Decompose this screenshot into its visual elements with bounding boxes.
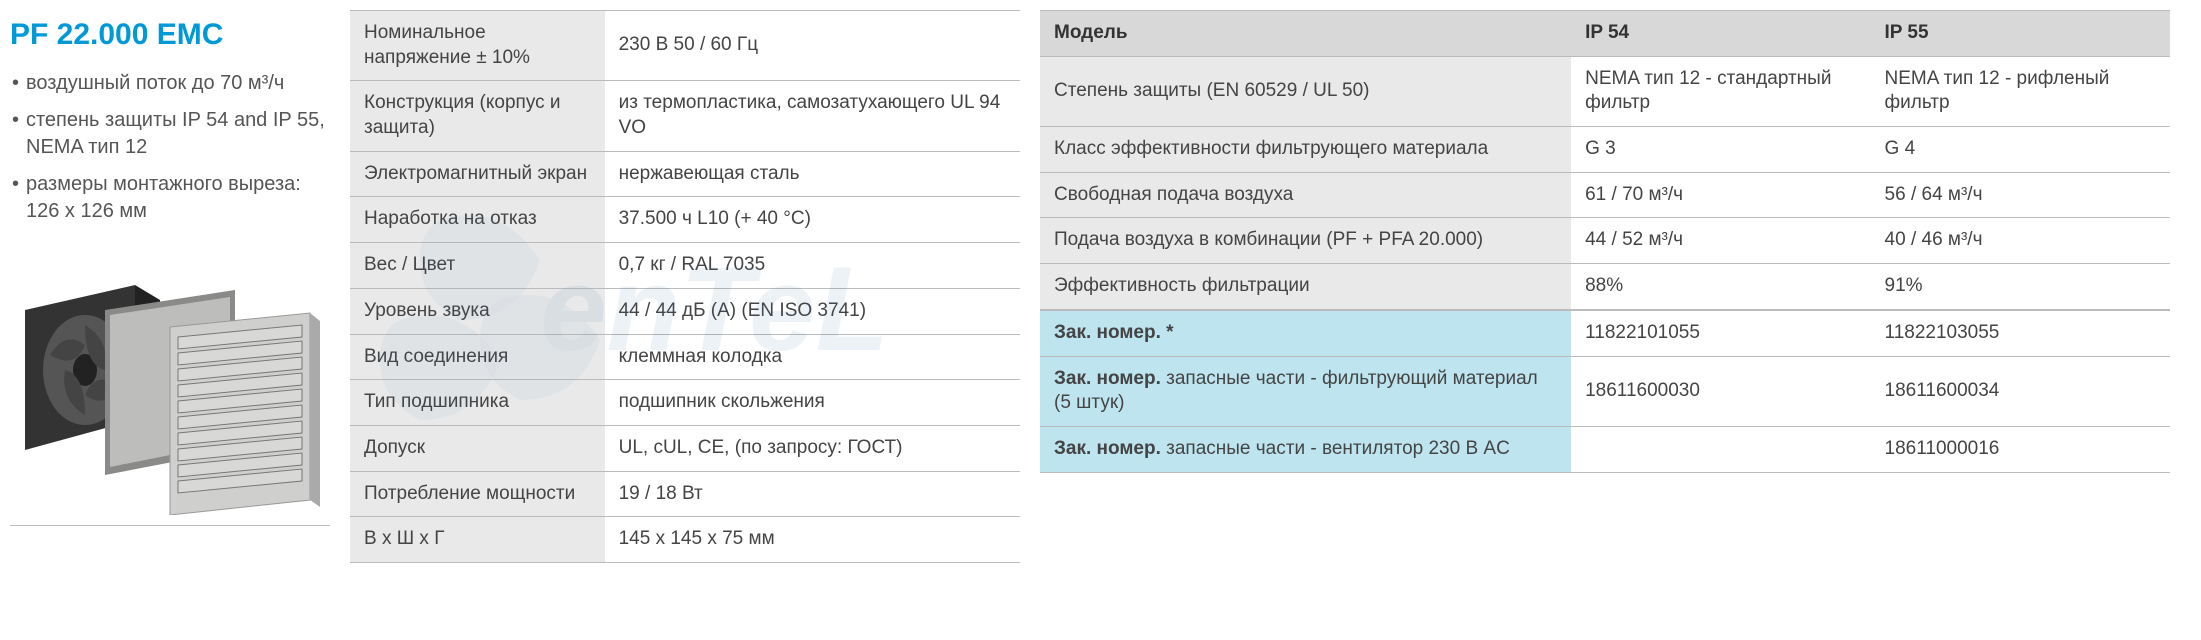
row-label: Класс эффективности фильтрующего материа… — [1040, 127, 1571, 173]
header-ip55: IP 55 — [1871, 11, 2170, 57]
table-row: В x Ш x Г145 x 145 x 75 мм — [350, 517, 1020, 563]
spec-value: 37.500 ч L10 (+ 40 °C) — [605, 197, 1020, 243]
product-title: PF 22.000 EMC — [10, 18, 330, 52]
spec-label: Электромагнитный экран — [350, 151, 605, 197]
table-row: Потребление мощности19 / 18 Вт — [350, 471, 1020, 517]
table-row: Наработка на отказ37.500 ч L10 (+ 40 °C) — [350, 197, 1020, 243]
row-label: Свободная подача воздуха — [1040, 172, 1571, 218]
row-ip54: G 3 — [1571, 127, 1870, 173]
spec-label: Вид соединения — [350, 334, 605, 380]
spec-value: UL, cUL, CE, (по запросу: ГОСТ) — [605, 425, 1020, 471]
spec-label: Номинальное напряжение ± 10% — [350, 11, 605, 81]
order-ip54: 18611600030 — [1571, 356, 1870, 426]
row-label: Степень защиты (EN 60529 / UL 50) — [1040, 56, 1571, 126]
table-row: Электромагнитный экраннержавеющая сталь — [350, 151, 1020, 197]
specs-table-container: Номинальное напряжение ± 10%230 В 50 / 6… — [350, 10, 1020, 630]
specs-table: Номинальное напряжение ± 10%230 В 50 / 6… — [350, 10, 1020, 563]
row-ip55: 91% — [1871, 264, 2170, 310]
spec-label: Конструкция (корпус и защита) — [350, 81, 605, 151]
table-row: Уровень звука44 / 44 дБ (A) (EN ISO 3741… — [350, 288, 1020, 334]
bullet-item: воздушный поток до 70 м³/ч — [12, 70, 330, 97]
spec-value: 145 x 145 x 75 мм — [605, 517, 1020, 563]
spec-label: Допуск — [350, 425, 605, 471]
spec-value: 44 / 44 дБ (A) (EN ISO 3741) — [605, 288, 1020, 334]
order-label: Зак. номер. запасные части - вентилятор … — [1040, 426, 1571, 472]
row-ip55: G 4 — [1871, 127, 2170, 173]
row-ip55: NEMA тип 12 - рифленый фильтр — [1871, 56, 2170, 126]
order-row: Зак. номер. * 11822101055 11822103055 — [1040, 310, 2170, 356]
table-row: Вес / Цвет0,7 кг / RAL 7035 — [350, 243, 1020, 289]
spec-label: Уровень звука — [350, 288, 605, 334]
row-ip54: 61 / 70 м³/ч — [1571, 172, 1870, 218]
table-header-row: Модель IP 54 IP 55 — [1040, 11, 2170, 57]
row-ip55: 40 / 46 м³/ч — [1871, 218, 2170, 264]
table-row: Класс эффективности фильтрующего материа… — [1040, 127, 2170, 173]
table-row: Подача воздуха в комбинации (PF + PFA 20… — [1040, 218, 2170, 264]
table-row: Конструкция (корпус и защита)из термопла… — [350, 81, 1020, 151]
order-ip54: 11822101055 — [1571, 310, 1870, 356]
row-ip54: 44 / 52 м³/ч — [1571, 218, 1870, 264]
row-label: Подача воздуха в комбинации (PF + PFA 20… — [1040, 218, 1571, 264]
model-table-container: Модель IP 54 IP 55 Степень защиты (EN 60… — [1040, 10, 2170, 630]
table-row: Вид соединенияклеммная колодка — [350, 334, 1020, 380]
row-ip55: 56 / 64 м³/ч — [1871, 172, 2170, 218]
order-ip55: 18611600034 — [1871, 356, 2170, 426]
spec-label: Потребление мощности — [350, 471, 605, 517]
bullet-item: степень защиты IP 54 and IP 55, NEMA тип… — [12, 107, 330, 161]
product-image — [10, 255, 330, 515]
spec-value: 0,7 кг / RAL 7035 — [605, 243, 1020, 289]
order-ip55: 11822103055 — [1871, 310, 2170, 356]
spec-label: Тип подшипника — [350, 380, 605, 426]
spec-label: В x Ш x Г — [350, 517, 605, 563]
order-ip54 — [1571, 426, 1870, 472]
feature-bullets: воздушный поток до 70 м³/ч степень защит… — [10, 70, 330, 225]
order-label: Зак. номер. * — [1040, 310, 1571, 356]
table-row: Номинальное напряжение ± 10%230 В 50 / 6… — [350, 11, 1020, 81]
spec-value: клеммная колодка — [605, 334, 1020, 380]
order-ip55: 18611000016 — [1871, 426, 2170, 472]
spec-value: подшипник скольжения — [605, 380, 1020, 426]
model-table: Модель IP 54 IP 55 Степень защиты (EN 60… — [1040, 10, 2170, 473]
table-row: Степень защиты (EN 60529 / UL 50)NEMA ти… — [1040, 56, 2170, 126]
row-label: Эффективность фильтрации — [1040, 264, 1571, 310]
row-ip54: 88% — [1571, 264, 1870, 310]
table-row: ДопускUL, cUL, CE, (по запросу: ГОСТ) — [350, 425, 1020, 471]
table-row: Эффективность фильтрации88%91% — [1040, 264, 2170, 310]
spec-value: 19 / 18 Вт — [605, 471, 1020, 517]
order-label: Зак. номер. запасные части - фильтрующий… — [1040, 356, 1571, 426]
spec-label: Вес / Цвет — [350, 243, 605, 289]
header-model: Модель — [1040, 11, 1571, 57]
header-ip54: IP 54 — [1571, 11, 1870, 57]
order-row: Зак. номер. запасные части - фильтрующий… — [1040, 356, 2170, 426]
order-row: Зак. номер. запасные части - вентилятор … — [1040, 426, 2170, 472]
spec-value: 230 В 50 / 60 Гц — [605, 11, 1020, 81]
spec-label: Наработка на отказ — [350, 197, 605, 243]
bullet-item: размеры монтажного выреза: 126 x 126 мм — [12, 171, 330, 225]
row-ip54: NEMA тип 12 - стандартный фильтр — [1571, 56, 1870, 126]
table-row: Свободная подача воздуха61 / 70 м³/ч56 /… — [1040, 172, 2170, 218]
spec-value: нержавеющая сталь — [605, 151, 1020, 197]
left-panel: PF 22.000 EMC воздушный поток до 70 м³/ч… — [10, 10, 330, 630]
table-row: Тип подшипникаподшипник скольжения — [350, 380, 1020, 426]
spec-value: из термопластика, самозатухающего UL 94 … — [605, 81, 1020, 151]
